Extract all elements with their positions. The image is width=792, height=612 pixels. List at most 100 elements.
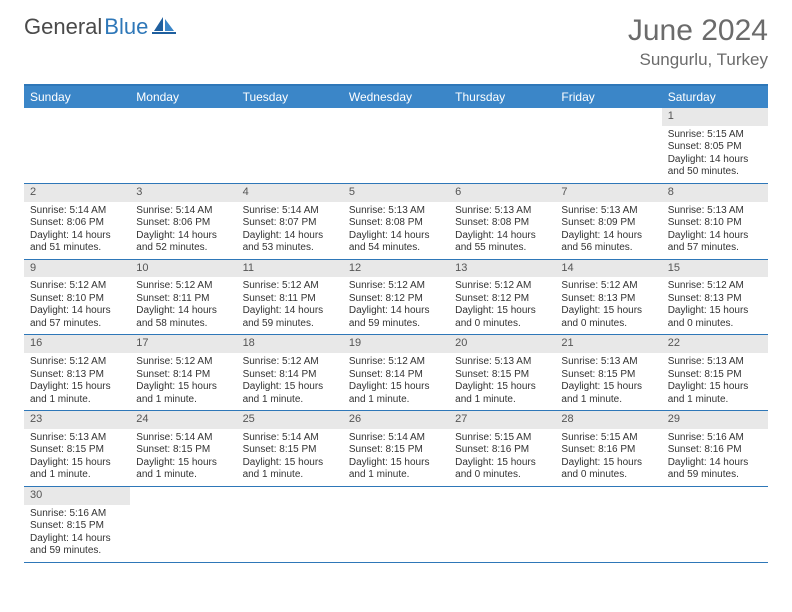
day-cell: 8Sunrise: 5:13 AMSunset: 8:10 PMDaylight… [662,184,768,259]
week-row: 2Sunrise: 5:14 AMSunset: 8:06 PMDaylight… [24,184,768,260]
daylight-line: Daylight: 15 hours and 0 minutes. [561,305,655,330]
daylight-line: Daylight: 15 hours and 1 minute. [668,381,762,406]
sunset-line: Sunset: 8:15 PM [243,444,337,457]
day-cell: 16Sunrise: 5:12 AMSunset: 8:13 PMDayligh… [24,335,130,410]
day-number: 6 [449,184,555,202]
day-body: Sunrise: 5:13 AMSunset: 8:08 PMDaylight:… [449,202,555,259]
sunset-line: Sunset: 8:16 PM [668,444,762,457]
sunrise-line: Sunrise: 5:12 AM [561,280,655,293]
day-body: Sunrise: 5:12 AMSunset: 8:13 PMDaylight:… [555,277,661,334]
daylight-line: Daylight: 14 hours and 57 minutes. [668,230,762,255]
logo-text-blue: Blue [104,14,148,40]
week-row: 30Sunrise: 5:16 AMSunset: 8:15 PMDayligh… [24,487,768,563]
day-body: Sunrise: 5:13 AMSunset: 8:15 PMDaylight:… [24,429,130,486]
day-body: Sunrise: 5:14 AMSunset: 8:06 PMDaylight:… [24,202,130,259]
sunset-line: Sunset: 8:05 PM [668,141,762,154]
day-cell: 24Sunrise: 5:14 AMSunset: 8:15 PMDayligh… [130,411,236,486]
sunset-line: Sunset: 8:16 PM [455,444,549,457]
weekday-cell: Thursday [449,86,555,108]
day-number: 28 [555,411,661,429]
day-body: Sunrise: 5:12 AMSunset: 8:10 PMDaylight:… [24,277,130,334]
sunrise-line: Sunrise: 5:14 AM [30,205,124,218]
sunset-line: Sunset: 8:09 PM [561,217,655,230]
daylight-line: Daylight: 15 hours and 1 minute. [136,381,230,406]
day-cell: 14Sunrise: 5:12 AMSunset: 8:13 PMDayligh… [555,260,661,335]
sunset-line: Sunset: 8:10 PM [668,217,762,230]
day-cell: 3Sunrise: 5:14 AMSunset: 8:06 PMDaylight… [130,184,236,259]
day-cell: 23Sunrise: 5:13 AMSunset: 8:15 PMDayligh… [24,411,130,486]
sunrise-line: Sunrise: 5:13 AM [561,356,655,369]
day-number: 7 [555,184,661,202]
day-number: 24 [130,411,236,429]
day-cell-empty [449,108,555,183]
sunrise-line: Sunrise: 5:13 AM [668,205,762,218]
sunrise-line: Sunrise: 5:13 AM [455,356,549,369]
daylight-line: Daylight: 15 hours and 1 minute. [561,381,655,406]
sunrise-line: Sunrise: 5:12 AM [349,356,443,369]
week-row: 9Sunrise: 5:12 AMSunset: 8:10 PMDaylight… [24,260,768,336]
sunrise-line: Sunrise: 5:16 AM [668,432,762,445]
sunrise-line: Sunrise: 5:13 AM [349,205,443,218]
daylight-line: Daylight: 15 hours and 1 minute. [349,381,443,406]
day-cell: 17Sunrise: 5:12 AMSunset: 8:14 PMDayligh… [130,335,236,410]
sunset-line: Sunset: 8:14 PM [349,369,443,382]
day-cell-empty [237,108,343,183]
day-body: Sunrise: 5:15 AMSunset: 8:16 PMDaylight:… [555,429,661,486]
day-number: 2 [24,184,130,202]
day-body: Sunrise: 5:13 AMSunset: 8:08 PMDaylight:… [343,202,449,259]
week-row: 1Sunrise: 5:15 AMSunset: 8:05 PMDaylight… [24,108,768,184]
day-number: 12 [343,260,449,278]
day-cell: 13Sunrise: 5:12 AMSunset: 8:12 PMDayligh… [449,260,555,335]
day-body: Sunrise: 5:15 AMSunset: 8:16 PMDaylight:… [449,429,555,486]
sunrise-line: Sunrise: 5:13 AM [561,205,655,218]
sunset-line: Sunset: 8:12 PM [455,293,549,306]
day-cell: 20Sunrise: 5:13 AMSunset: 8:15 PMDayligh… [449,335,555,410]
day-body: Sunrise: 5:12 AMSunset: 8:13 PMDaylight:… [662,277,768,334]
week-row: 16Sunrise: 5:12 AMSunset: 8:13 PMDayligh… [24,335,768,411]
calendar: SundayMondayTuesdayWednesdayThursdayFrid… [24,84,768,563]
sunrise-line: Sunrise: 5:12 AM [30,356,124,369]
day-body: Sunrise: 5:12 AMSunset: 8:11 PMDaylight:… [237,277,343,334]
daylight-line: Daylight: 14 hours and 55 minutes. [455,230,549,255]
sunrise-line: Sunrise: 5:13 AM [668,356,762,369]
daylight-line: Daylight: 15 hours and 1 minute. [136,457,230,482]
day-cell-empty [343,108,449,183]
day-cell: 22Sunrise: 5:13 AMSunset: 8:15 PMDayligh… [662,335,768,410]
daylight-line: Daylight: 14 hours and 56 minutes. [561,230,655,255]
day-number: 5 [343,184,449,202]
day-body: Sunrise: 5:12 AMSunset: 8:14 PMDaylight:… [237,353,343,410]
daylight-line: Daylight: 14 hours and 53 minutes. [243,230,337,255]
day-cell-empty [555,108,661,183]
daylight-line: Daylight: 14 hours and 59 minutes. [30,533,124,558]
weekday-header-row: SundayMondayTuesdayWednesdayThursdayFrid… [24,86,768,108]
sunrise-line: Sunrise: 5:12 AM [136,356,230,369]
day-cell-empty [130,487,236,562]
day-number: 23 [24,411,130,429]
day-body: Sunrise: 5:14 AMSunset: 8:15 PMDaylight:… [130,429,236,486]
sunset-line: Sunset: 8:16 PM [561,444,655,457]
day-cell: 28Sunrise: 5:15 AMSunset: 8:16 PMDayligh… [555,411,661,486]
daylight-line: Daylight: 15 hours and 1 minute. [30,381,124,406]
weekday-cell: Wednesday [343,86,449,108]
day-number: 21 [555,335,661,353]
sunset-line: Sunset: 8:14 PM [243,369,337,382]
sunrise-line: Sunrise: 5:12 AM [455,280,549,293]
week-row: 23Sunrise: 5:13 AMSunset: 8:15 PMDayligh… [24,411,768,487]
day-cell: 27Sunrise: 5:15 AMSunset: 8:16 PMDayligh… [449,411,555,486]
day-body: Sunrise: 5:12 AMSunset: 8:12 PMDaylight:… [449,277,555,334]
daylight-line: Daylight: 15 hours and 0 minutes. [455,305,549,330]
daylight-line: Daylight: 15 hours and 1 minute. [243,381,337,406]
day-cell-empty [555,487,661,562]
sunrise-line: Sunrise: 5:12 AM [243,280,337,293]
day-cell: 1Sunrise: 5:15 AMSunset: 8:05 PMDaylight… [662,108,768,183]
day-body: Sunrise: 5:13 AMSunset: 8:15 PMDaylight:… [449,353,555,410]
daylight-line: Daylight: 14 hours and 52 minutes. [136,230,230,255]
day-body: Sunrise: 5:13 AMSunset: 8:09 PMDaylight:… [555,202,661,259]
title-block: June 2024 Sungurlu, Turkey [628,14,768,70]
sunset-line: Sunset: 8:07 PM [243,217,337,230]
day-cell: 21Sunrise: 5:13 AMSunset: 8:15 PMDayligh… [555,335,661,410]
day-cell: 10Sunrise: 5:12 AMSunset: 8:11 PMDayligh… [130,260,236,335]
day-number: 19 [343,335,449,353]
day-number: 13 [449,260,555,278]
sunset-line: Sunset: 8:08 PM [349,217,443,230]
